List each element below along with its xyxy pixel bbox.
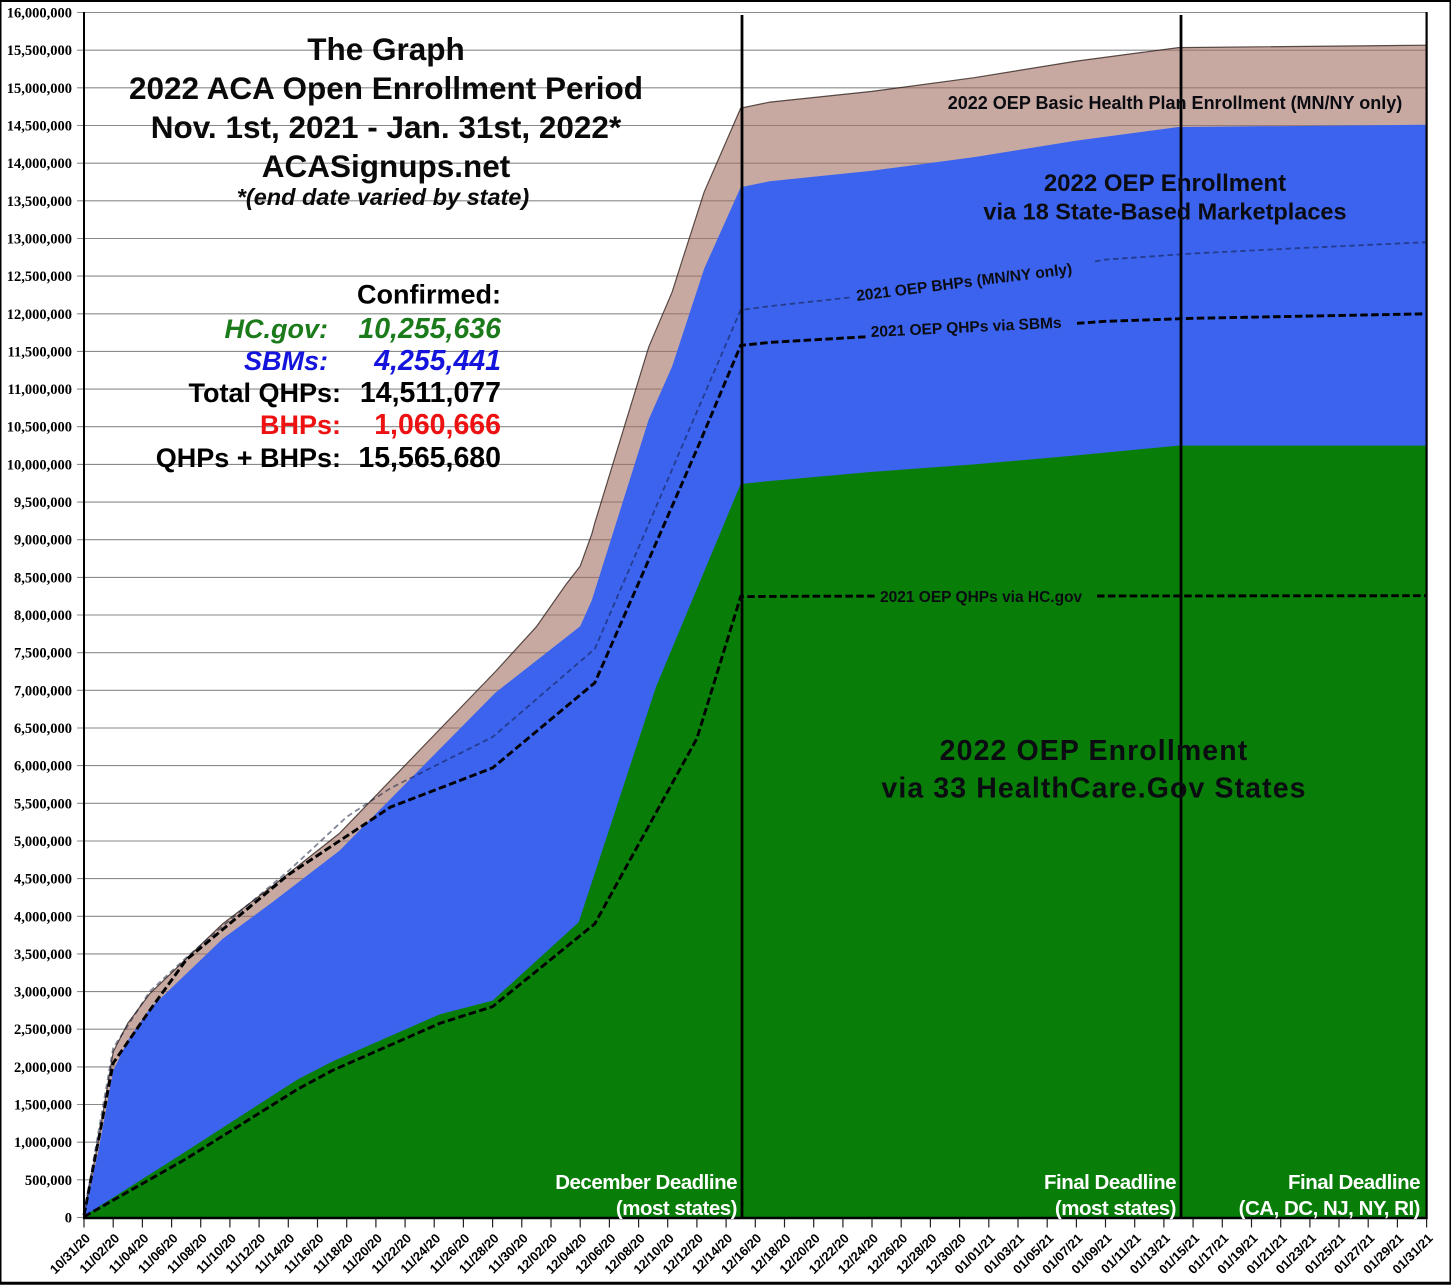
svg-text:Nov. 1st, 2021 - Jan. 31st, 20: Nov. 1st, 2021 - Jan. 31st, 2022* [151, 109, 622, 145]
svg-text:QHPs + BHPs:: QHPs + BHPs: [156, 443, 341, 473]
svg-text:15,565,680: 15,565,680 [358, 442, 501, 474]
svg-text:0: 0 [65, 1211, 72, 1227]
svg-text:via 18 State-Based Marketplace: via 18 State-Based Marketplaces [983, 199, 1346, 225]
svg-text:10,255,636: 10,255,636 [358, 313, 501, 345]
svg-text:HC.gov:: HC.gov: [225, 314, 329, 344]
svg-text:4,500,000: 4,500,000 [14, 872, 72, 888]
svg-text:2,500,000: 2,500,000 [14, 1022, 72, 1038]
svg-text:9,000,000: 9,000,000 [14, 533, 72, 549]
svg-text:7,000,000: 7,000,000 [14, 683, 72, 699]
svg-text:7,500,000: 7,500,000 [14, 646, 72, 662]
svg-text:4,000,000: 4,000,000 [14, 909, 72, 925]
svg-text:14,511,077: 14,511,077 [360, 377, 501, 409]
svg-text:1,060,666: 1,060,666 [374, 409, 501, 441]
svg-text:500,000: 500,000 [25, 1173, 72, 1189]
svg-text:14,500,000: 14,500,000 [7, 119, 72, 135]
svg-text:1,500,000: 1,500,000 [14, 1098, 72, 1114]
svg-text:*(end date varied by state): *(end date varied by state) [237, 184, 530, 210]
svg-text:Final Deadline: Final Deadline [1288, 1171, 1420, 1194]
svg-text:1,000,000: 1,000,000 [14, 1135, 72, 1151]
svg-text:via 33 HealthCare.Gov States: via 33 HealthCare.Gov States [881, 773, 1306, 805]
svg-text:3,500,000: 3,500,000 [14, 947, 72, 963]
svg-text:6,000,000: 6,000,000 [14, 759, 72, 775]
svg-text:5,500,000: 5,500,000 [14, 796, 72, 812]
svg-text:6,500,000: 6,500,000 [14, 721, 72, 737]
svg-text:2021 OEP QHPs via HC.gov: 2021 OEP QHPs via HC.gov [880, 589, 1083, 606]
svg-text:13,000,000: 13,000,000 [7, 232, 72, 248]
svg-text:Total QHPs:: Total QHPs: [188, 378, 341, 408]
svg-text:December Deadline: December Deadline [555, 1171, 737, 1194]
svg-text:4,255,441: 4,255,441 [373, 345, 501, 377]
svg-text:15,000,000: 15,000,000 [7, 81, 72, 97]
svg-text:(most states): (most states) [1055, 1197, 1176, 1220]
svg-text:14,000,000: 14,000,000 [7, 156, 72, 172]
svg-text:8,000,000: 8,000,000 [14, 608, 72, 624]
svg-text:15,500,000: 15,500,000 [7, 43, 72, 59]
svg-text:12,500,000: 12,500,000 [7, 269, 72, 285]
svg-text:2022 OEP Enrollment: 2022 OEP Enrollment [1044, 170, 1286, 197]
svg-text:8,500,000: 8,500,000 [14, 570, 72, 586]
svg-text:9,500,000: 9,500,000 [14, 495, 72, 511]
svg-text:ACASignups.net: ACASignups.net [262, 148, 511, 184]
svg-text:SBMs:: SBMs: [244, 346, 328, 376]
svg-text:2022 OEP Enrollment: 2022 OEP Enrollment [940, 735, 1249, 767]
svg-text:12,000,000: 12,000,000 [7, 307, 72, 323]
svg-text:(CA, DC, NJ, NY, RI): (CA, DC, NJ, NY, RI) [1239, 1197, 1420, 1220]
svg-text:10,000,000: 10,000,000 [7, 457, 72, 473]
svg-text:The Graph: The Graph [307, 31, 465, 67]
svg-text:13,500,000: 13,500,000 [7, 194, 72, 210]
svg-text:5,000,000: 5,000,000 [14, 834, 72, 850]
svg-text:2022 ACA Open Enrollment Perio: 2022 ACA Open Enrollment Period [129, 70, 643, 106]
svg-text:2,000,000: 2,000,000 [14, 1060, 72, 1076]
svg-text:BHPs:: BHPs: [260, 410, 341, 440]
svg-text:3,000,000: 3,000,000 [14, 985, 72, 1001]
svg-text:10,500,000: 10,500,000 [7, 420, 72, 436]
svg-text:11,000,000: 11,000,000 [8, 382, 72, 398]
svg-text:2022 OEP Basic Health Plan Enr: 2022 OEP Basic Health Plan Enrollment (M… [948, 93, 1402, 113]
svg-text:Confirmed:: Confirmed: [357, 280, 501, 310]
svg-text:(most states): (most states) [616, 1197, 737, 1220]
svg-text:16,000,000: 16,000,000 [7, 6, 72, 22]
svg-text:11,500,000: 11,500,000 [8, 344, 72, 360]
svg-text:Final Deadline: Final Deadline [1044, 1171, 1176, 1194]
